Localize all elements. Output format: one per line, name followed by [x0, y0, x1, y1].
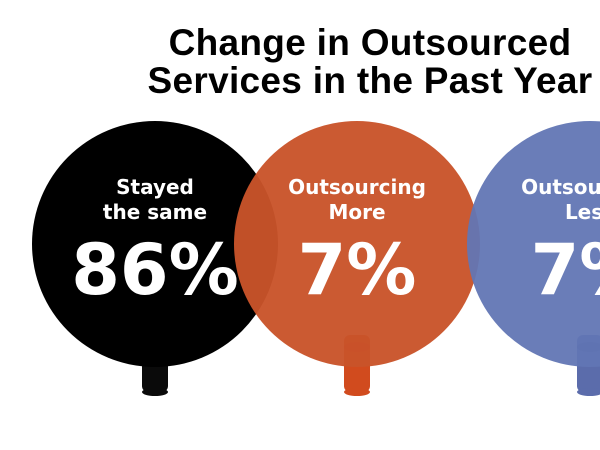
bubble-value-2: 7%: [298, 229, 417, 311]
bubble-1: [32, 121, 278, 367]
bubble-3: [467, 121, 600, 367]
chart-title-line-2: Services in the Past Year: [147, 60, 593, 101]
bubble-label-1-line-1: Stayed: [116, 175, 194, 199]
bubble-stem-base-1: [142, 388, 168, 396]
bubble-label-2-line-2: More: [328, 200, 385, 224]
bubble-label-3-line-2: Less: [565, 200, 600, 224]
chart-title-line-1: Change in Outsourced: [168, 22, 572, 63]
bubble-value-3: 7%: [531, 229, 600, 311]
bubble-label-3-line-1: Outsourcing: [521, 175, 600, 199]
bubble-2: [234, 121, 480, 367]
bubble-label-2-line-1: Outsourcing: [288, 175, 426, 199]
bubble-label-1-line-2: the same: [103, 200, 207, 224]
chart-title: Change in Outsourced Services in the Pas…: [0, 24, 600, 100]
bubble-group-3: OutsourcingLess 7%: [467, 121, 600, 396]
bubble-value-1: 86%: [71, 229, 239, 311]
bubble-stem-base-2: [344, 388, 370, 396]
bubble-stem-base-3: [577, 388, 600, 396]
